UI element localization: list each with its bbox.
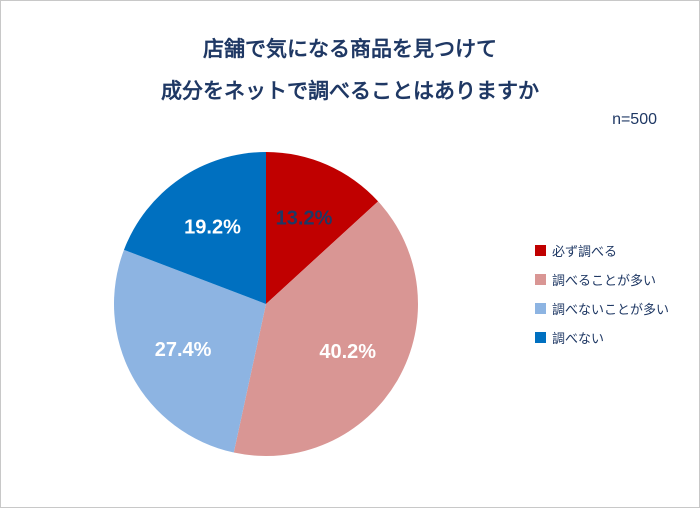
legend-item: 必ず調べる <box>535 241 669 260</box>
legend: 必ず調べる 調べることが多い 調べないことが多い 調べない <box>535 241 669 357</box>
chart-title: 店舗で気になる商品を見つけて 成分をネットで調べることはありますか <box>1 29 699 113</box>
pie-slice-value-label-1: 40.2% <box>319 341 376 363</box>
pie-slice-value-label-2: 27.4% <box>155 339 212 361</box>
legend-item: 調べることが多い <box>535 270 669 289</box>
pie-slice-3 <box>123 152 266 304</box>
legend-label: 必ず調べる <box>552 244 618 259</box>
legend-item: 調べないことが多い <box>535 299 669 318</box>
legend-swatch <box>535 245 546 256</box>
pie-slice-0 <box>266 152 379 304</box>
legend-swatch <box>535 303 546 314</box>
pie-chart: 13.2% 40.2% 27.4% 19.2% <box>114 152 418 456</box>
pie-slice-2 <box>114 249 266 453</box>
legend-swatch <box>535 332 546 343</box>
pie-slice-value-label-0: 13.2% <box>276 208 333 230</box>
legend-swatch <box>535 274 546 285</box>
pie-slice-1 <box>233 201 418 456</box>
legend-label: 調べることが多い <box>552 273 657 288</box>
chart-title-line2: 成分をネットで調べることはありますか <box>161 80 539 103</box>
pie-slice-value-label-3: 19.2% <box>184 216 241 238</box>
legend-label: 調べない <box>552 331 605 346</box>
legend-label: 調べないことが多い <box>552 302 670 317</box>
legend-item: 調べない <box>535 328 669 347</box>
chart-title-line1: 店舗で気になる商品を見つけて <box>203 38 497 61</box>
sample-size-label: n=500 <box>612 111 657 128</box>
pie-chart-area: 13.2% 40.2% 27.4% 19.2% <box>51 146 481 466</box>
